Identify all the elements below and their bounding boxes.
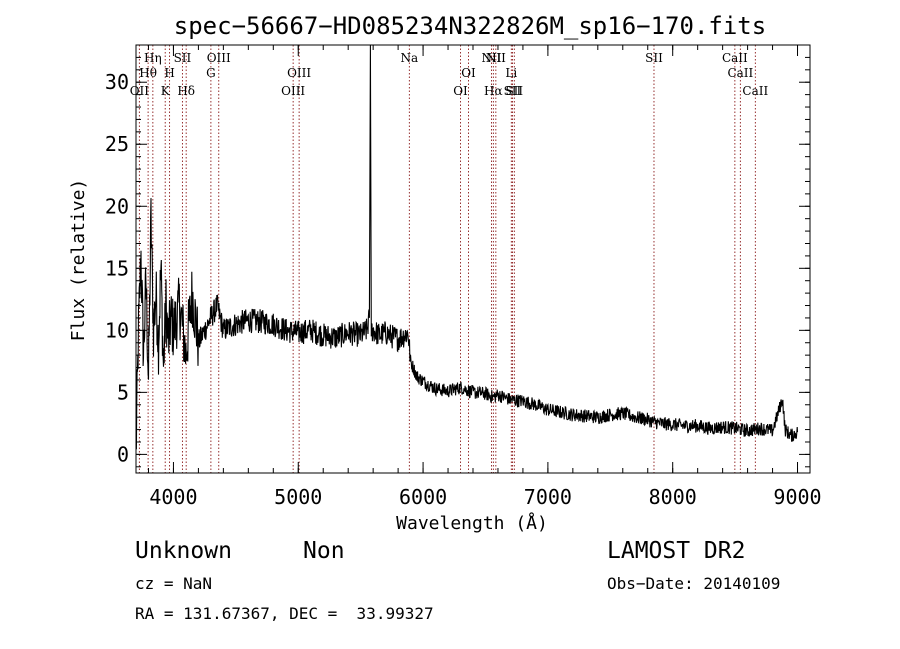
line-label-5: SII	[174, 51, 192, 65]
line-label-9: OIII	[281, 84, 305, 98]
x-tick-label-4: 8000	[649, 485, 697, 509]
class-label: Unknown	[135, 538, 232, 564]
line-label-8: OIII	[207, 51, 231, 65]
line-label-4: H	[164, 66, 174, 80]
line-label-3: K	[161, 84, 171, 98]
line-label-1: Hθ	[139, 66, 157, 80]
line-label-21: CaII	[722, 51, 748, 65]
line-label-23: CaII	[742, 84, 768, 98]
line-label-17: Li	[505, 66, 517, 80]
line-label-18: SII	[504, 84, 522, 98]
line-label-7: G	[206, 66, 216, 80]
line-label-6: Hδ	[177, 84, 195, 98]
plot-frame	[135, 44, 811, 474]
line-label-13: OI	[461, 66, 476, 80]
obs-date-label: Obs−Date: 20140109	[607, 574, 781, 593]
x-axis-label: Wavelength (Å)	[396, 512, 548, 534]
line-label-19: SII	[505, 84, 523, 98]
subclass-label: Non	[303, 538, 345, 564]
y-tick-label-3: 15	[105, 256, 129, 280]
line-label-15: Hα	[484, 84, 503, 98]
y-tick-label-2: 10	[105, 318, 129, 342]
emission-line-labels: OIIHθHηKHSIIHδGOIIIOIIIOIIINaOIOINIIHαNI…	[130, 51, 769, 98]
y-tick-label-5: 25	[105, 132, 129, 156]
line-label-16: NII	[486, 51, 506, 65]
x-tick-label-1: 5000	[274, 485, 322, 509]
y-tick-label-6: 30	[105, 70, 129, 94]
cz-label: cz = NaN	[135, 574, 213, 593]
spectrum-chart: spec−56667−HD085234N322826M_sp16−170.fit…	[68, 12, 822, 534]
line-label-10: OIII	[287, 66, 311, 80]
y-tick-label-1: 5	[117, 380, 129, 404]
axis-ticks	[136, 45, 810, 473]
y-axis-label: Flux (relative)	[68, 179, 89, 342]
spectrum-line	[135, 44, 799, 450]
y-tick-label-0: 0	[117, 442, 129, 466]
survey-label: LAMOST DR2	[607, 538, 746, 564]
x-tick-labels: 4000 5000 6000 7000 8000 9000	[149, 485, 821, 509]
emission-line-markers	[138, 45, 756, 473]
y-tick-label-4: 20	[105, 194, 129, 218]
x-tick-label-2: 6000	[399, 485, 447, 509]
line-label-0: OII	[130, 84, 150, 98]
chart-title: spec−56667−HD085234N322826M_sp16−170.fit…	[174, 12, 766, 40]
radec-label: RA = 131.67367, DEC = 33.99327	[135, 604, 434, 623]
line-label-11: Na	[401, 51, 419, 65]
line-label-22: CaII	[727, 66, 753, 80]
x-tick-label-3: 7000	[524, 485, 572, 509]
x-tick-label-0: 4000	[149, 485, 197, 509]
line-label-20: SII	[645, 51, 663, 65]
y-tick-labels: 0 5 10 15 20 25 30	[105, 70, 129, 466]
line-label-14: NII	[481, 51, 501, 65]
line-label-12: OI	[453, 84, 468, 98]
x-tick-label-5: 9000	[773, 485, 821, 509]
line-label-2: Hη	[144, 51, 162, 65]
